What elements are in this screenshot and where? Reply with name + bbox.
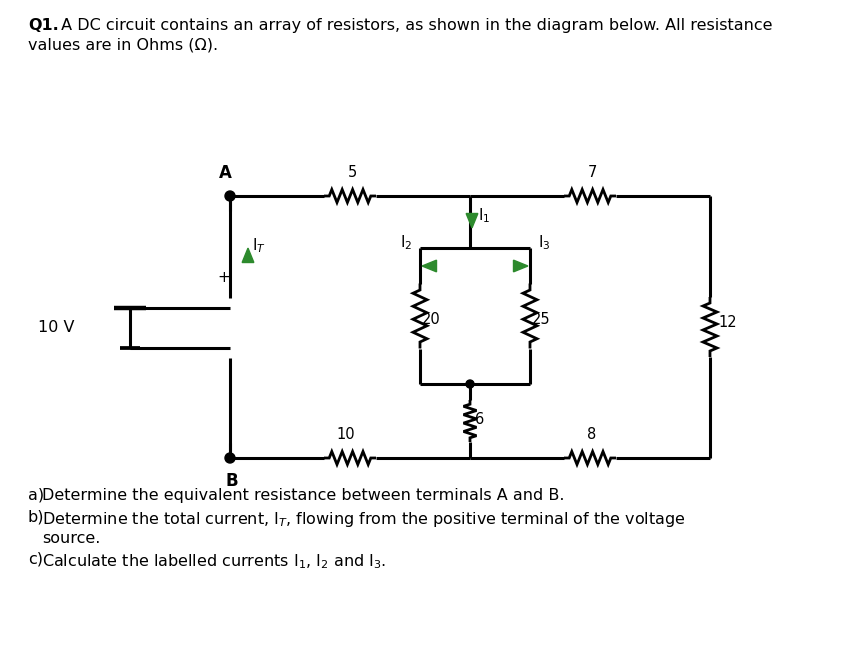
Text: I$_T$: I$_T$ <box>251 236 266 255</box>
Text: B: B <box>226 472 238 490</box>
Text: Q1.: Q1. <box>28 18 59 33</box>
Text: source.: source. <box>42 531 101 546</box>
Text: I$_2$: I$_2$ <box>400 233 412 252</box>
Polygon shape <box>422 260 436 272</box>
Text: 10 V: 10 V <box>38 320 75 335</box>
Text: +: + <box>217 271 230 286</box>
Text: 7: 7 <box>587 165 596 180</box>
Text: A: A <box>218 164 231 182</box>
Text: 10: 10 <box>337 427 355 442</box>
Text: 25: 25 <box>532 313 550 328</box>
Text: 12: 12 <box>717 315 736 331</box>
Text: 8: 8 <box>587 427 596 442</box>
Circle shape <box>465 380 474 388</box>
Text: 20: 20 <box>422 313 440 328</box>
Text: Calculate the labelled currents I$_1$, I$_2$ and I$_3$.: Calculate the labelled currents I$_1$, I… <box>42 552 386 570</box>
Text: b): b) <box>28 510 44 525</box>
Text: a): a) <box>28 488 44 503</box>
Text: 5: 5 <box>347 165 356 180</box>
Text: I$_3$: I$_3$ <box>537 233 550 252</box>
Text: values are in Ohms (Ω).: values are in Ohms (Ω). <box>28 38 218 53</box>
Text: Determine the equivalent resistance between terminals A and B.: Determine the equivalent resistance betw… <box>42 488 564 503</box>
Text: 6: 6 <box>475 412 484 426</box>
Text: c): c) <box>28 552 43 567</box>
Circle shape <box>225 453 234 463</box>
Text: A DC circuit contains an array of resistors, as shown in the diagram below. All : A DC circuit contains an array of resist… <box>56 18 772 33</box>
Polygon shape <box>513 260 527 272</box>
Polygon shape <box>242 248 254 262</box>
Circle shape <box>225 191 234 201</box>
Text: I$_1$: I$_1$ <box>477 207 490 225</box>
Polygon shape <box>465 213 477 228</box>
Text: Determine the total current, I$_T$, flowing from the positive terminal of the vo: Determine the total current, I$_T$, flow… <box>42 510 685 529</box>
